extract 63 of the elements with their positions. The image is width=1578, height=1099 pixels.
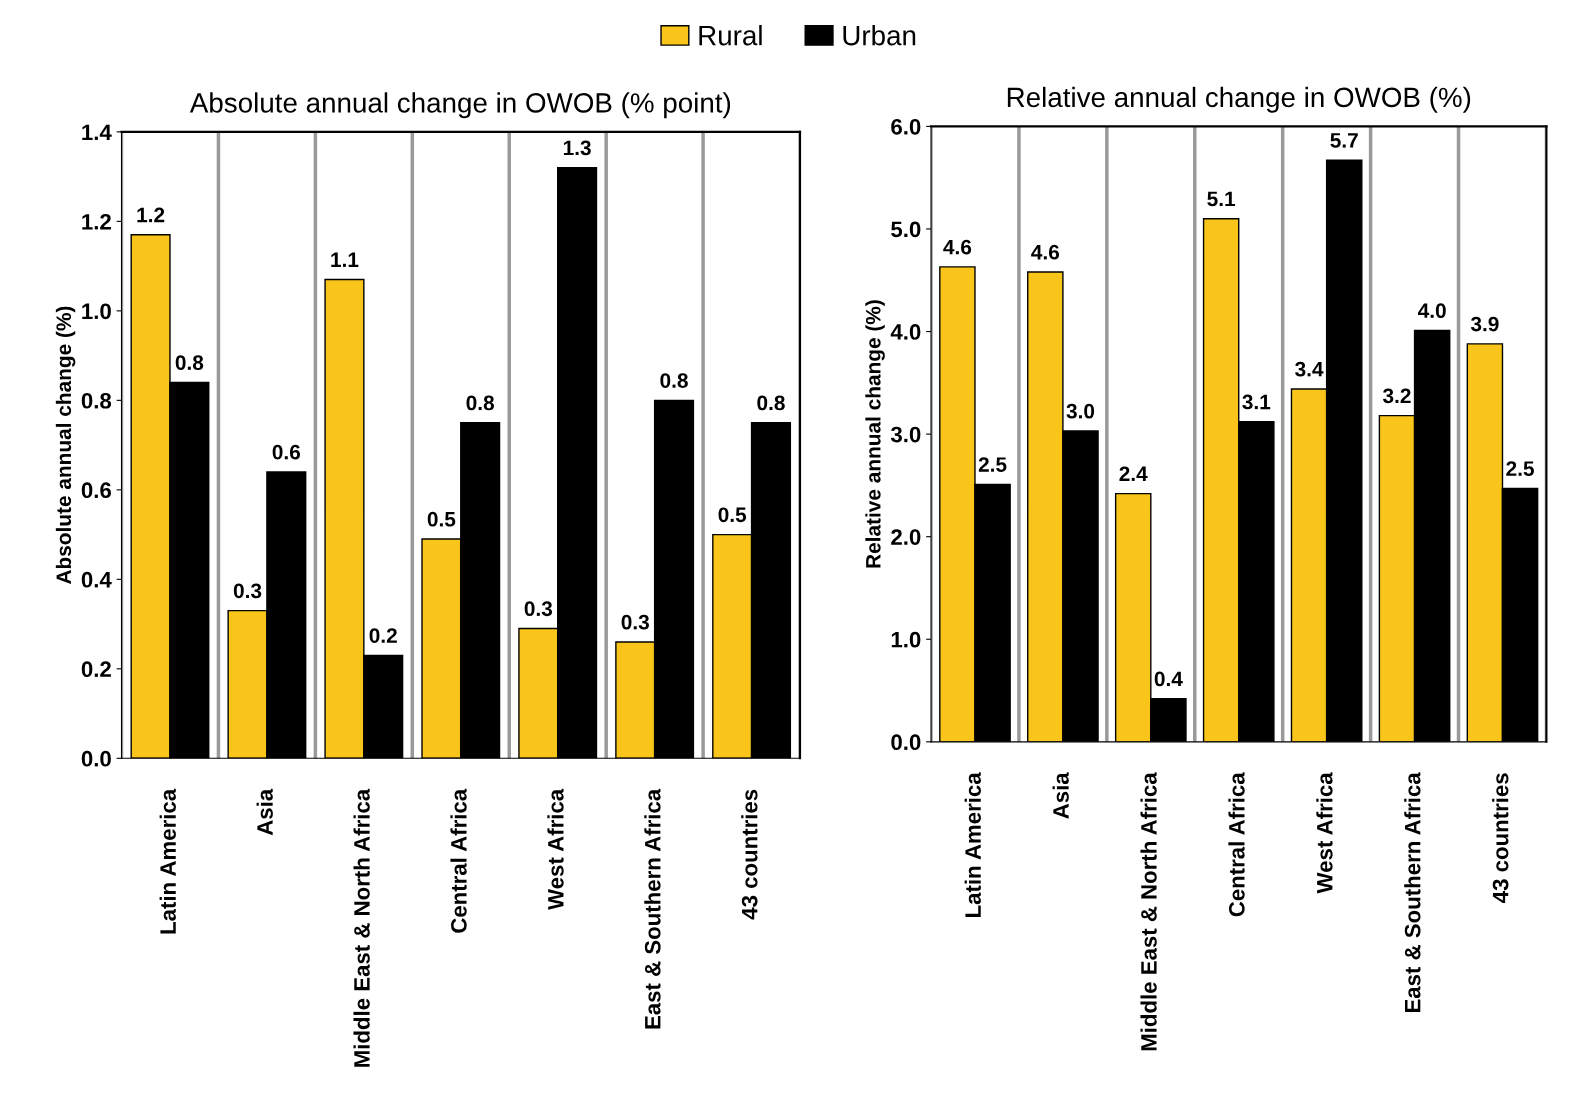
chart-title: Absolute annual change in OWOB (% point) [189, 92, 731, 119]
legend-label: Rural [699, 25, 762, 46]
data-label: 1.3 [563, 140, 591, 156]
y-tick-label: 1.2 [82, 213, 111, 230]
y-tick-label: 1.4 [82, 124, 112, 140]
x-tick-label: Central Africa [1228, 772, 1245, 917]
y-tick-label: 0.4 [81, 571, 112, 588]
data-label: 0.5 [718, 507, 747, 523]
data-label: 0.2 [369, 628, 397, 643]
data-label: 0.6 [272, 444, 301, 460]
y-tick-label: 0.6 [81, 482, 111, 499]
data-label: 0.8 [757, 395, 785, 411]
data-label: 5.7 [1330, 133, 1358, 148]
data-label: 3.1 [1242, 394, 1271, 410]
y-tick-label: 5.0 [891, 221, 921, 238]
data-label: 0.8 [466, 395, 495, 411]
x-tick-label: Central Africa [450, 788, 467, 933]
data-label: 0.3 [621, 614, 649, 630]
x-tick-label: East & Southern Africa [1404, 772, 1421, 1013]
y-tick-label: 1.0 [82, 303, 111, 320]
data-label: 2.5 [1506, 461, 1534, 477]
y-tick-label: 0.8 [81, 392, 112, 409]
x-tick-label: East & Southern Africa [644, 788, 661, 1029]
x-tick-label: West Africa [1316, 772, 1333, 894]
y-tick-label: 1.0 [891, 631, 921, 648]
chart-title: Relative annual change in OWOB (%) [1007, 86, 1471, 113]
data-label: 0.5 [427, 511, 456, 527]
x-tick-label: 43 countries [741, 789, 758, 920]
x-tick-label: Latin America [159, 788, 176, 934]
y-tick-label: 6.0 [891, 118, 921, 135]
data-label: 3.9 [1470, 316, 1499, 332]
x-tick-label: West Africa [547, 788, 564, 910]
data-label: 4.0 [1417, 303, 1446, 319]
data-label: 0.4 [1154, 671, 1183, 687]
data-label: 4.6 [1031, 244, 1060, 260]
data-label: 3.4 [1295, 361, 1324, 377]
data-label: 0.8 [660, 373, 688, 388]
data-label: 3.2 [1382, 388, 1411, 404]
data-label: 4.6 [943, 239, 972, 255]
x-tick-label: 43 countries [1492, 773, 1509, 903]
data-label: 3.0 [1066, 403, 1095, 419]
y-axis-title: Relative annual change (%) [865, 300, 885, 568]
y-tick-label: 4.0 [890, 324, 921, 340]
data-label: 0.8 [175, 355, 204, 370]
data-label: 2.4 [1119, 466, 1148, 481]
x-tick-label: Asia [1052, 772, 1069, 819]
y-tick-label: 2.0 [891, 529, 921, 545]
data-label: 0.3 [233, 583, 262, 599]
y-tick-label: 3.0 [890, 426, 921, 443]
data-label: 1.1 [331, 252, 359, 267]
data-label: 1.2 [137, 207, 165, 223]
y-axis-title: Absolute annual change (%) [55, 306, 76, 585]
legend-label: Urban [843, 25, 916, 46]
data-label: 5.1 [1207, 191, 1236, 207]
data-label: 2.5 [978, 457, 1007, 472]
y-tick-label: 0.2 [81, 661, 111, 678]
x-tick-label: Middle East & North Africa [353, 788, 370, 1067]
x-tick-label: Asia [256, 788, 273, 836]
x-tick-label: Middle East & North Africa [1140, 772, 1157, 1051]
x-tick-label: Latin America [964, 772, 981, 918]
y-tick-label: 0.0 [81, 750, 111, 767]
data-label: 0.3 [524, 601, 553, 617]
y-tick-label: 0.0 [891, 734, 921, 751]
